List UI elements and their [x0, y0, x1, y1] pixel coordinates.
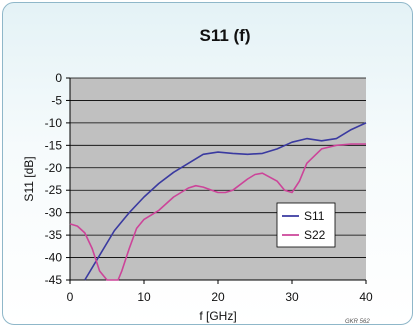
y-tick-label: -20	[45, 161, 63, 175]
y-tick-label: -15	[45, 138, 63, 152]
y-tick-label: -10	[45, 116, 63, 130]
chart-title: S11 (f)	[199, 26, 250, 45]
y-tick-label: -25	[45, 183, 63, 197]
series-line-s22	[69, 143, 366, 281]
x-tick-label: 0	[67, 290, 74, 304]
y-tick-label: -45	[45, 273, 63, 287]
legend-label-s11: S11	[304, 209, 325, 223]
x-axis-label: f [GHz]	[199, 309, 236, 323]
series-line-s11	[84, 122, 367, 281]
plot-area	[70, 78, 366, 280]
x-tick-label: 10	[137, 290, 151, 304]
x-tick-label: 20	[211, 290, 225, 304]
series-lines	[69, 122, 367, 281]
y-tick-label: -40	[45, 251, 63, 265]
y-tick-label: -30	[45, 206, 63, 220]
x-tick-label: 40	[359, 290, 373, 304]
x-tick-label: 30	[285, 290, 299, 304]
legend-box	[276, 202, 336, 248]
y-tick-label: -5	[51, 93, 62, 107]
legend-label-s22: S22	[304, 228, 326, 242]
credit-mark: GKR 562	[345, 319, 370, 325]
y-tick-label: 0	[55, 71, 62, 85]
y-axis-label: S11 [dB]	[22, 156, 36, 201]
axis-ticks: 0 -5 -10 -15 -20 -25 -30 -35 -40 -45 0 10 20 30 40	[45, 71, 373, 304]
y-tick-label: -35	[45, 228, 63, 242]
